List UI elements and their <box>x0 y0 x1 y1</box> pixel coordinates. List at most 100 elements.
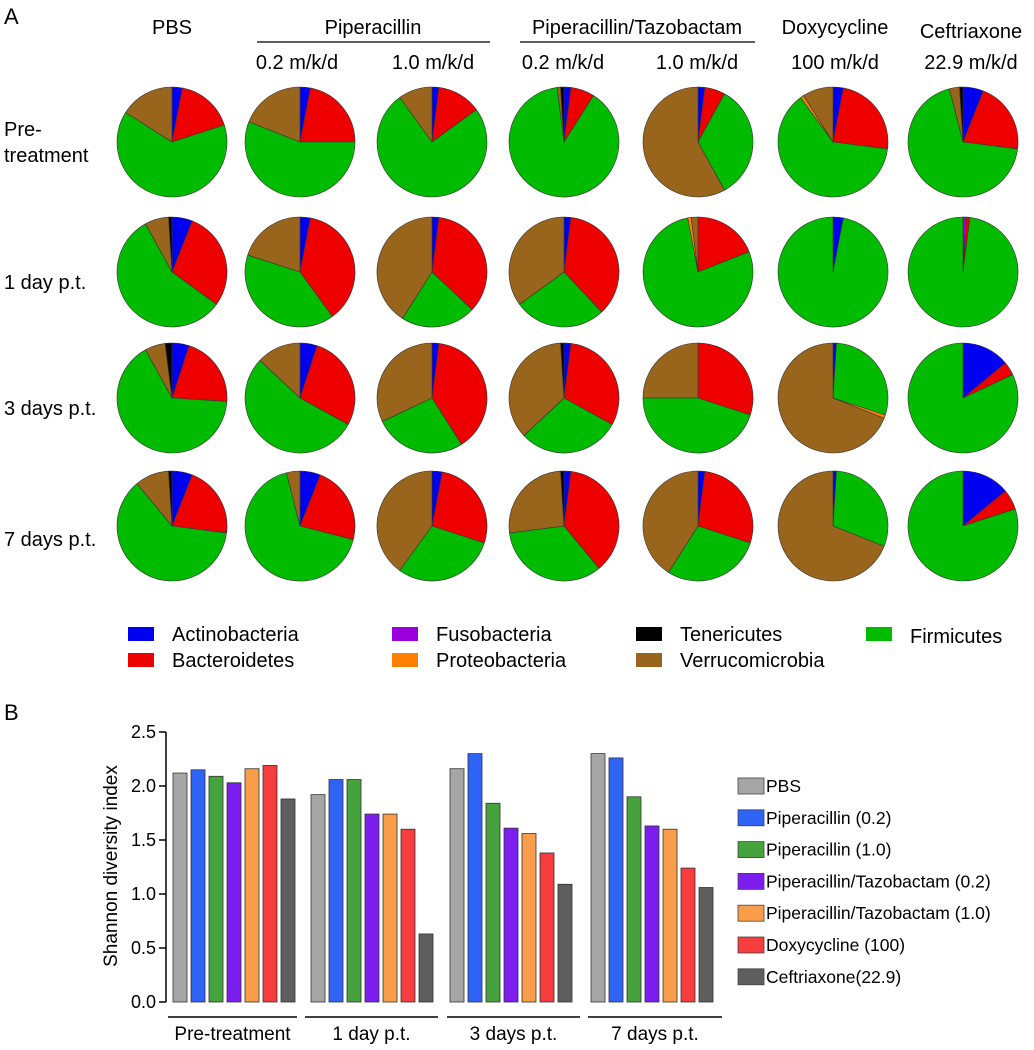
bar-piperacillin-tazobactam-0-2-pre-treatment <box>226 782 242 1003</box>
phylum-legend: Actinobacteria Fusobacteria Tenericutes … <box>128 624 1002 672</box>
pie-7-days-p-t-pbs <box>116 470 228 582</box>
legend-label-ceftriaxone-22-9: Ceftriaxone(22.9) <box>766 967 901 987</box>
pie-slice-tenericutes <box>560 470 565 527</box>
pie-slice-verrucomicrobia <box>777 342 885 454</box>
legend-swatch-pbs <box>737 777 765 795</box>
pie-slice-bacteroidetes <box>171 345 228 402</box>
pie-slice-firmicutes <box>244 472 354 582</box>
legend-label-tenericutes: Tenericutes <box>680 624 782 646</box>
pie-slice-firmicutes <box>907 216 1019 328</box>
bar-piperacillin-1-0-pre-treatment <box>208 775 224 1003</box>
pie-pre-treatment-pbs <box>116 86 228 198</box>
pie-slice-verrucomicrobia <box>376 342 433 422</box>
bar-piperacillin-tazobactam-0-2-3-days-p-t <box>503 827 519 1003</box>
bar-doxycycline-100-1-day-p-t <box>400 828 416 1003</box>
legend-label-piperacillin-0-2: Piperacillin (0.2) <box>766 808 891 828</box>
pie-slice-firmicutes <box>244 121 356 198</box>
pie-3-days-p-t-piperacillin-tazobactam-0-2-m-k-d <box>508 342 620 454</box>
pie-slice-tenericutes <box>560 86 565 143</box>
pie-7-days-p-t-piperacillin-tazobactam-1-0-m-k-d <box>642 470 754 582</box>
legend-label-piperacillin-1-0: Piperacillin (1.0) <box>766 840 891 860</box>
pie-slice-bacteroidetes <box>697 471 754 544</box>
x-group-label-7-days-p-t: 7 days p.t. <box>611 1024 699 1045</box>
y-tick-label: 1.5 <box>131 830 156 850</box>
pie-slice-firmicutes <box>381 397 462 454</box>
pie-1-day-p-t-ceftriaxone-22-9-m-k-d <box>907 216 1019 328</box>
legend-swatch-proteobacteria <box>392 653 418 667</box>
y-tick-label: 1.0 <box>131 884 156 904</box>
header-pbs: PBS <box>152 17 192 39</box>
pie-pre-treatment-piperacillin-tazobactam-0-2-m-k-d <box>508 86 620 198</box>
y-axis-title: Shannon diversity index <box>101 765 122 967</box>
header-pip-tazobactam-high-dose: 1.0 m/k/d <box>656 52 738 74</box>
y-tick-label: 2.0 <box>131 776 156 796</box>
pie-pre-treatment-piperacillin-0-2-m-k-d <box>244 86 356 198</box>
legend-label-actinobacteria: Actinobacteria <box>172 624 300 646</box>
pie-7-days-p-t-ceftriaxone-22-9-m-k-d <box>907 470 1019 582</box>
pie-slice-tenericutes <box>168 470 173 527</box>
legend-label-doxycycline-100: Doxycycline (100) <box>766 935 905 955</box>
pie-slice-verrucomicrobia <box>508 216 565 305</box>
pie-slice-verrucomicrobia <box>259 342 301 399</box>
legend-swatch-firmicutes <box>866 627 892 641</box>
pie-1-day-p-t-doxycycline-100-m-k-d <box>777 216 889 328</box>
pie-slice-bacteroidetes <box>563 217 620 313</box>
legend-swatch-ceftriaxone-22-9 <box>737 968 765 986</box>
pie-pre-treatment-piperacillin-1-0-m-k-d <box>376 86 488 198</box>
row-label-3-days: 3 days p.t. <box>4 398 96 420</box>
row-label-7-days: 7 days p.t. <box>4 529 96 551</box>
bar-piperacillin-tazobactam-0-2-7-days-p-t <box>644 825 660 1003</box>
pie-slice-tenericutes <box>959 86 964 143</box>
pie-slice-firmicutes <box>519 271 602 328</box>
pie-3-days-p-t-piperacillin-1-0-m-k-d <box>376 342 488 454</box>
pie-slice-tenericutes <box>168 216 173 273</box>
pie-slice-firmicutes <box>777 216 889 328</box>
bar-piperacillin-0-2-7-days-p-t <box>608 757 624 1003</box>
panel-b-label: B <box>4 700 19 725</box>
legend-label-piperacillin-tazobactam-1-0: Piperacillin/Tazobactam (1.0) <box>766 903 991 923</box>
bar-pbs-pre-treatment <box>172 772 188 1003</box>
pie-7-days-p-t-piperacillin-1-0-m-k-d <box>376 470 488 582</box>
pie-1-day-p-t-piperacillin-tazobactam-1-0-m-k-d <box>642 216 754 328</box>
bar-pbs-1-day-p-t <box>310 794 326 1003</box>
pie-1-day-p-t-piperacillin-0-2-m-k-d <box>244 216 356 328</box>
pie-slice-verrucomicrobia <box>286 470 301 527</box>
pie-slice-firmicutes <box>399 525 485 582</box>
y-axis-ticks: 0.0 0.5 1.0 1.5 2.0 2.5 <box>131 722 166 1012</box>
pie-3-days-p-t-piperacillin-0-2-m-k-d <box>244 342 356 454</box>
legend-swatch-piperacillin-1-0 <box>737 841 765 858</box>
pie-slice-bacteroidetes <box>171 220 228 305</box>
panel-a: A PBS Piperacillin 0.2 m/k/d 1.0 m/k/d P… <box>4 4 1022 672</box>
header-doxycycline: Doxycycline <box>782 17 889 39</box>
legend-label-firmicutes: Firmicutes <box>910 626 1002 648</box>
pie-slice-bacteroidetes <box>299 474 356 540</box>
bar-piperacillin-tazobactam-1-0-3-days-p-t <box>521 833 537 1003</box>
pie-1-day-p-t-pbs <box>116 216 228 328</box>
pie-slice-firmicutes <box>907 470 1019 582</box>
header-piperacillin: Piperacillin <box>325 17 422 39</box>
pie-slice-bacteroidetes <box>697 216 750 273</box>
pie-3-days-p-t-doxycycline-100-m-k-d <box>777 342 889 454</box>
pie-slice-firmicutes <box>777 97 888 198</box>
pie-slice-bacteroidetes <box>299 345 356 425</box>
pie-slice-firmicutes <box>509 525 600 582</box>
bar-piperacillin-tazobactam-0-2-1-day-p-t <box>364 813 380 1003</box>
bar-piperacillin-1-0-3-days-p-t <box>485 802 501 1003</box>
pie-slice-tenericutes <box>560 342 565 399</box>
pie-slice-verrucomicrobia <box>508 342 565 436</box>
bar-piperacillin-tazobactam-1-0-pre-treatment <box>244 768 260 1003</box>
legend-swatch-actinobacteria <box>128 627 154 641</box>
pie-slice-bacteroidetes <box>563 343 620 425</box>
pie-slice-firmicutes <box>832 470 889 547</box>
bar-piperacillin-0-2-1-day-p-t <box>328 779 344 1003</box>
legend-label-verrucomicrobia: Verrucomicrobia <box>680 650 825 672</box>
legend-swatch-fusobacteria <box>392 627 418 641</box>
bar-piperacillin-1-0-7-days-p-t <box>626 796 642 1003</box>
bar-doxycycline-100-3-days-p-t <box>539 852 555 1003</box>
y-tick-label: 2.5 <box>131 722 156 742</box>
bar-ceftriaxone-22-9-1-day-p-t <box>418 933 434 1003</box>
row-label-pre-treatment-line2: treatment <box>4 145 89 167</box>
row-label-1-day: 1 day p.t. <box>4 272 86 294</box>
bar-doxycycline-100-7-days-p-t <box>680 867 696 1003</box>
bar-ceftriaxone-22-9-pre-treatment <box>280 798 296 1003</box>
